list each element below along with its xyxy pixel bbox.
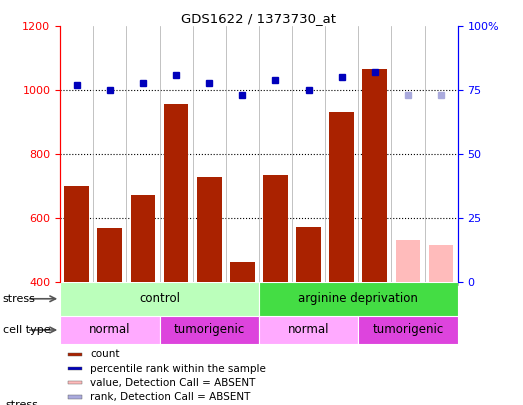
Bar [68,395,83,399]
Bar [362,69,387,282]
Bar [263,175,288,282]
Text: rank, Detection Call = ABSENT: rank, Detection Call = ABSENT [90,392,251,402]
Bar [296,227,321,282]
Bar [93,282,127,285]
Bar [197,177,222,282]
Bar [131,195,155,282]
Bar [64,186,89,282]
Bar [358,316,458,344]
Bar [292,282,325,285]
Bar [60,316,160,344]
Text: value, Detection Call = ABSENT: value, Detection Call = ABSENT [90,378,256,388]
Bar [391,282,425,285]
Text: count: count [90,350,120,359]
Text: stress: stress [5,400,38,405]
Bar [97,228,122,282]
Bar [226,282,259,285]
Bar [60,282,93,285]
Bar [68,367,83,370]
Bar [164,104,188,282]
Bar [160,282,192,285]
Bar [259,316,358,344]
Title: GDS1622 / 1373730_at: GDS1622 / 1373730_at [181,12,336,25]
Bar [325,282,358,285]
Bar [259,282,458,316]
Bar [60,282,259,316]
Bar [230,262,255,282]
Text: normal: normal [89,324,131,337]
Text: percentile rank within the sample: percentile rank within the sample [90,364,266,373]
Text: stress: stress [3,294,36,304]
Bar [68,381,83,384]
Text: tumorigenic: tumorigenic [372,324,444,337]
Bar [160,316,259,344]
Bar [395,240,420,282]
Text: normal: normal [288,324,329,337]
Bar [425,282,458,285]
Bar [329,112,354,282]
Text: tumorigenic: tumorigenic [174,324,245,337]
Bar [358,282,391,285]
Text: cell type: cell type [3,325,50,335]
Bar [192,282,226,285]
Bar [68,353,83,356]
Text: arginine deprivation: arginine deprivation [298,292,418,305]
Text: control: control [139,292,180,305]
Bar [429,245,453,282]
Bar [127,282,160,285]
Bar [259,282,292,285]
